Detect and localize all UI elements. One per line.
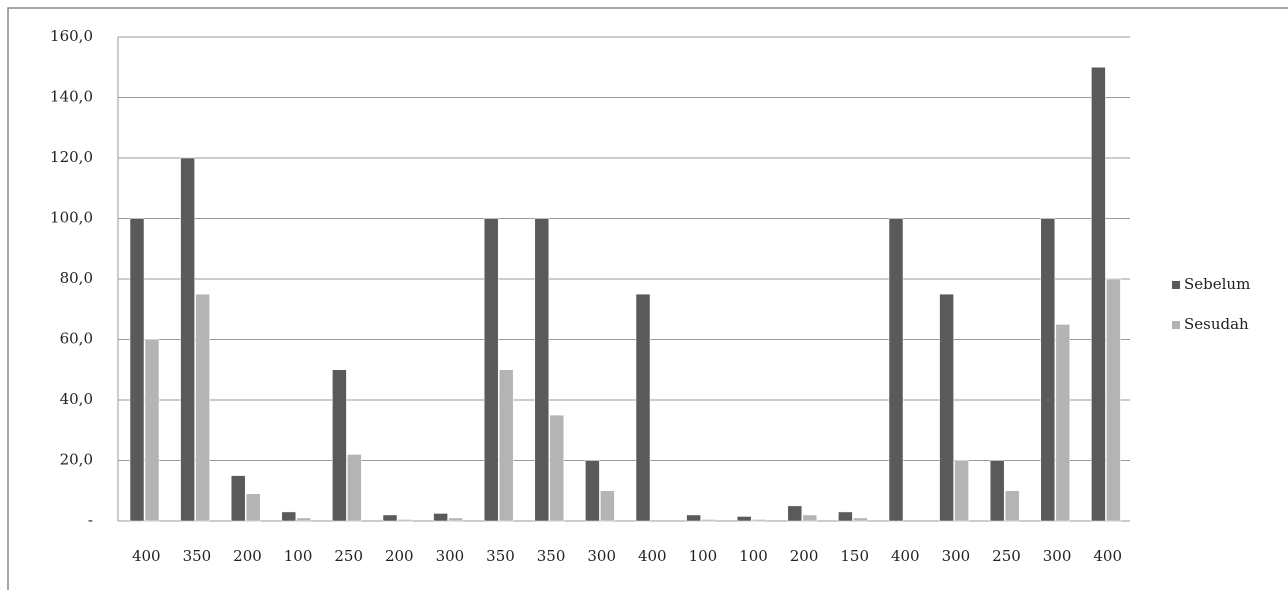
x-tick-label: 400	[132, 547, 161, 565]
x-tick-label: 400	[638, 547, 667, 565]
bar	[499, 370, 513, 521]
x-tick-label: 100	[689, 547, 718, 565]
x-tick-label: 350	[537, 547, 566, 565]
x-tick-label: 200	[790, 547, 819, 565]
bar	[484, 219, 498, 522]
bar	[803, 515, 817, 521]
bar	[297, 518, 311, 521]
bar	[332, 370, 346, 521]
bar	[347, 454, 361, 521]
x-tick-label: 300	[942, 547, 971, 565]
bar	[130, 219, 144, 522]
bar	[788, 506, 802, 521]
y-tick-label: 80,0	[60, 269, 93, 287]
bar	[687, 515, 701, 521]
bar	[737, 516, 751, 521]
y-tick-label: 20,0	[60, 451, 93, 469]
y-tick-label: 40,0	[60, 390, 93, 408]
legend-swatch	[1172, 321, 1180, 329]
y-tick-label: 60,0	[60, 330, 93, 348]
x-tick-label: 250	[992, 547, 1021, 565]
x-tick-label: 350	[486, 547, 515, 565]
bar	[1056, 324, 1070, 521]
bar	[535, 219, 549, 522]
bar	[752, 519, 766, 521]
x-tick-label: 400	[891, 547, 920, 565]
bar	[449, 518, 463, 521]
legend-label: Sesudah	[1184, 315, 1249, 333]
y-tick-label: -	[88, 511, 93, 529]
bar	[1041, 219, 1055, 522]
x-tick-label: 250	[334, 547, 363, 565]
y-tick-label: 160,0	[50, 27, 93, 45]
bar	[1005, 491, 1019, 521]
y-tick-label: 140,0	[50, 88, 93, 106]
x-tick-label: 400	[1093, 547, 1122, 565]
bar	[702, 519, 716, 521]
bar	[550, 415, 564, 521]
x-tick-label: 300	[587, 547, 616, 565]
y-tick-label: 120,0	[50, 148, 93, 166]
bar	[600, 491, 614, 521]
x-tick-label: 100	[284, 547, 313, 565]
bar	[181, 158, 195, 521]
bar	[398, 519, 412, 521]
bar	[838, 512, 852, 521]
y-tick-label: 100,0	[50, 209, 93, 227]
bar	[955, 461, 969, 522]
bar	[636, 294, 650, 521]
x-tick-label: 100	[739, 547, 768, 565]
x-tick-label: 350	[183, 547, 212, 565]
bar	[231, 476, 245, 521]
bar	[282, 512, 296, 521]
legend-swatch	[1172, 281, 1180, 289]
bar	[853, 518, 867, 521]
page: - 20,0 40,0 60,0 80,0 100,0 120,0 140,0 160,0 400…	[0, 0, 1288, 590]
x-tick-label: 300	[1043, 547, 1072, 565]
bar	[145, 340, 159, 522]
bar	[383, 515, 397, 521]
x-tick-label: 200	[233, 547, 262, 565]
bar	[940, 294, 954, 521]
bar	[889, 219, 903, 522]
bar	[1106, 279, 1120, 521]
x-tick-label: 300	[436, 547, 465, 565]
bar	[196, 294, 210, 521]
x-tick-label: 150	[840, 547, 869, 565]
bar	[585, 461, 599, 522]
chart: - 20,0 40,0 60,0 80,0 100,0 120,0 140,0 160,0 400…	[0, 0, 1288, 590]
x-tick-label: 200	[385, 547, 414, 565]
bar	[434, 513, 448, 521]
bar	[1091, 67, 1105, 521]
legend-label: Sebelum	[1184, 275, 1250, 293]
bar	[990, 461, 1004, 522]
bar	[246, 494, 260, 521]
